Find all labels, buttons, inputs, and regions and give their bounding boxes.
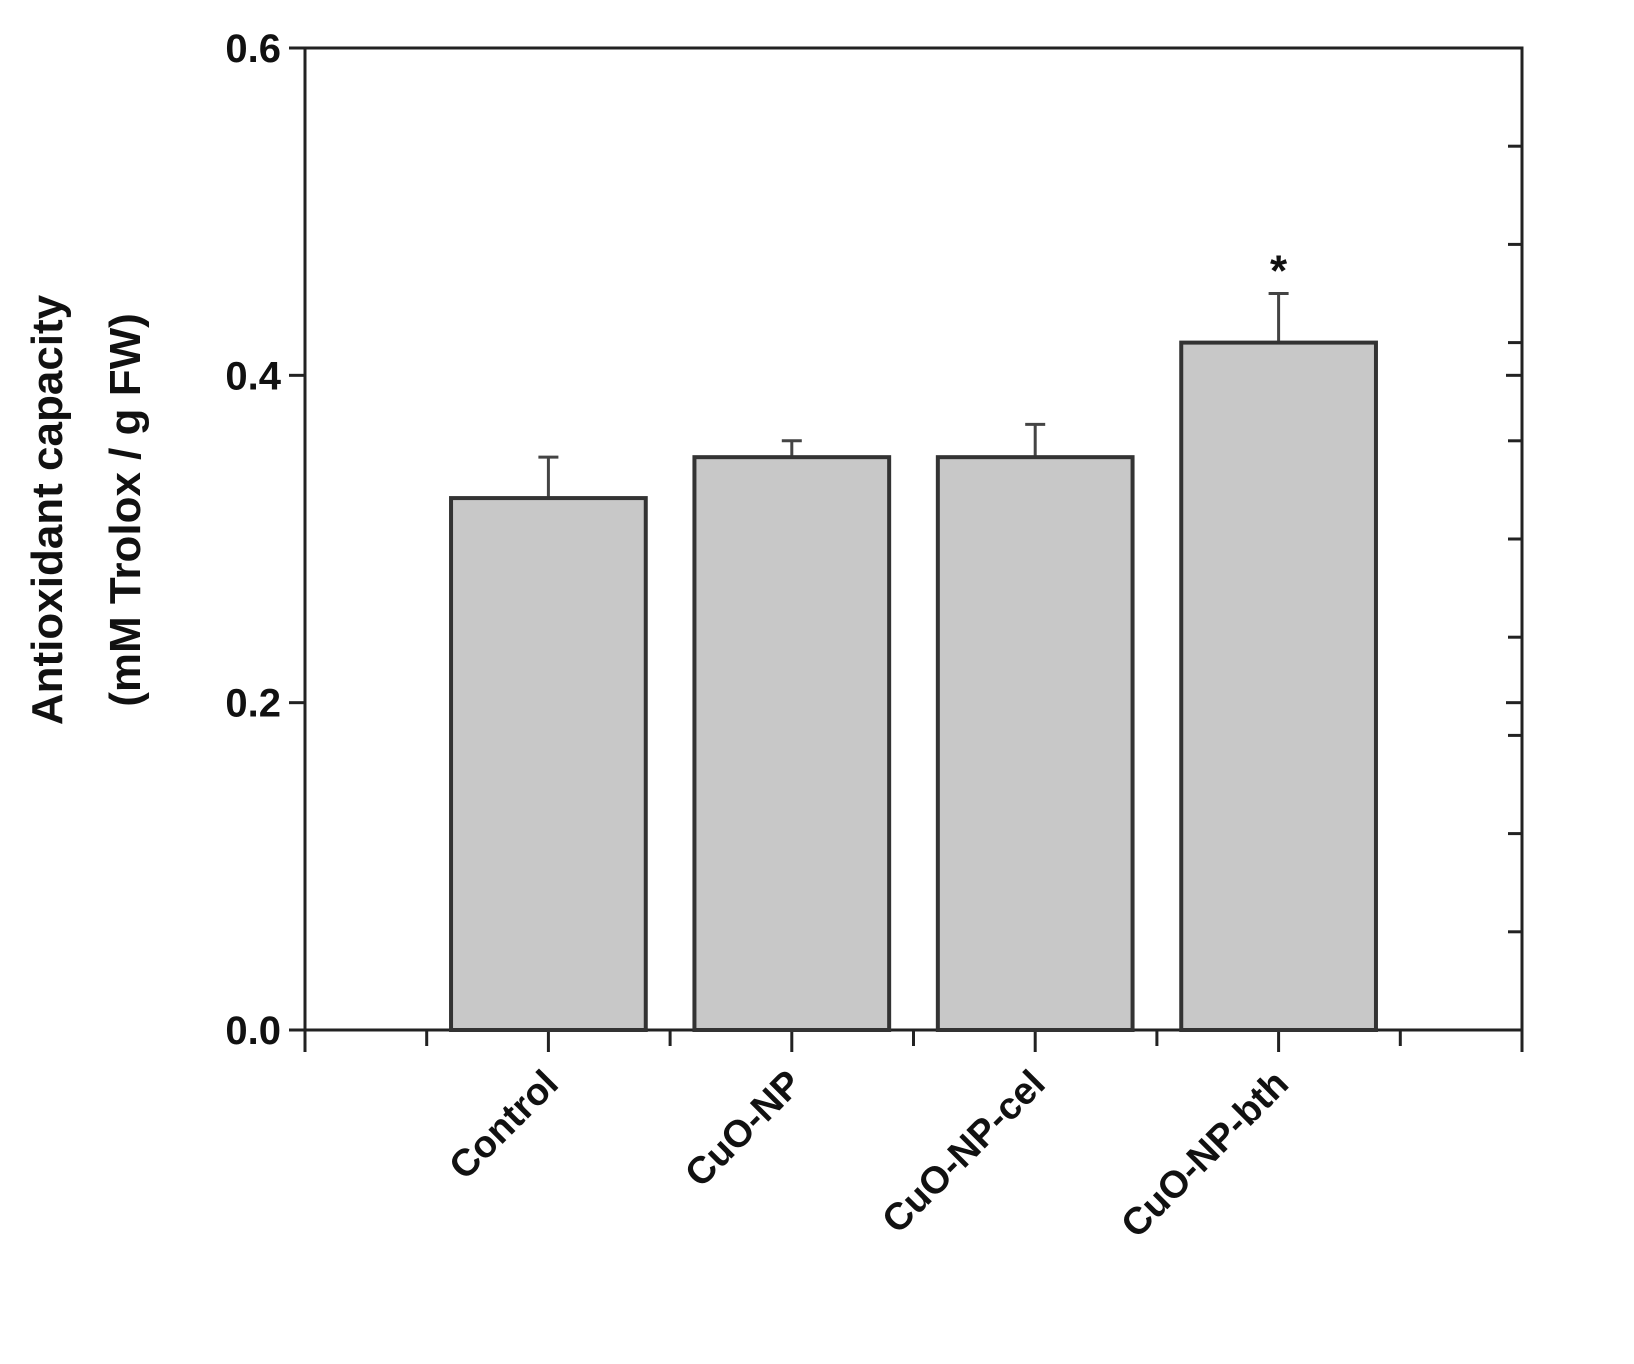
x-tick-label: CuO-NP-cel <box>875 1063 1054 1242</box>
y-tick-label: 0.6 <box>225 27 281 71</box>
y-tick-label: 0.4 <box>225 354 281 398</box>
bar <box>1179 340 1378 1033</box>
y-axis-label: (mM Trolox / g FW) <box>101 313 150 707</box>
bar <box>449 496 648 1033</box>
y-tick-label: 0.0 <box>225 1009 281 1053</box>
x-tick-label: Control <box>442 1063 567 1188</box>
bar <box>935 455 1135 1032</box>
x-tick-label: CuO-NP-bth <box>1114 1063 1297 1246</box>
y-tick-label: 0.2 <box>225 682 281 726</box>
bar <box>692 455 892 1032</box>
y-axis-label: Antioxidant capacity <box>23 294 72 725</box>
significance-mark: * <box>1270 247 1288 296</box>
x-tick-label: CuO-NP <box>677 1063 810 1196</box>
